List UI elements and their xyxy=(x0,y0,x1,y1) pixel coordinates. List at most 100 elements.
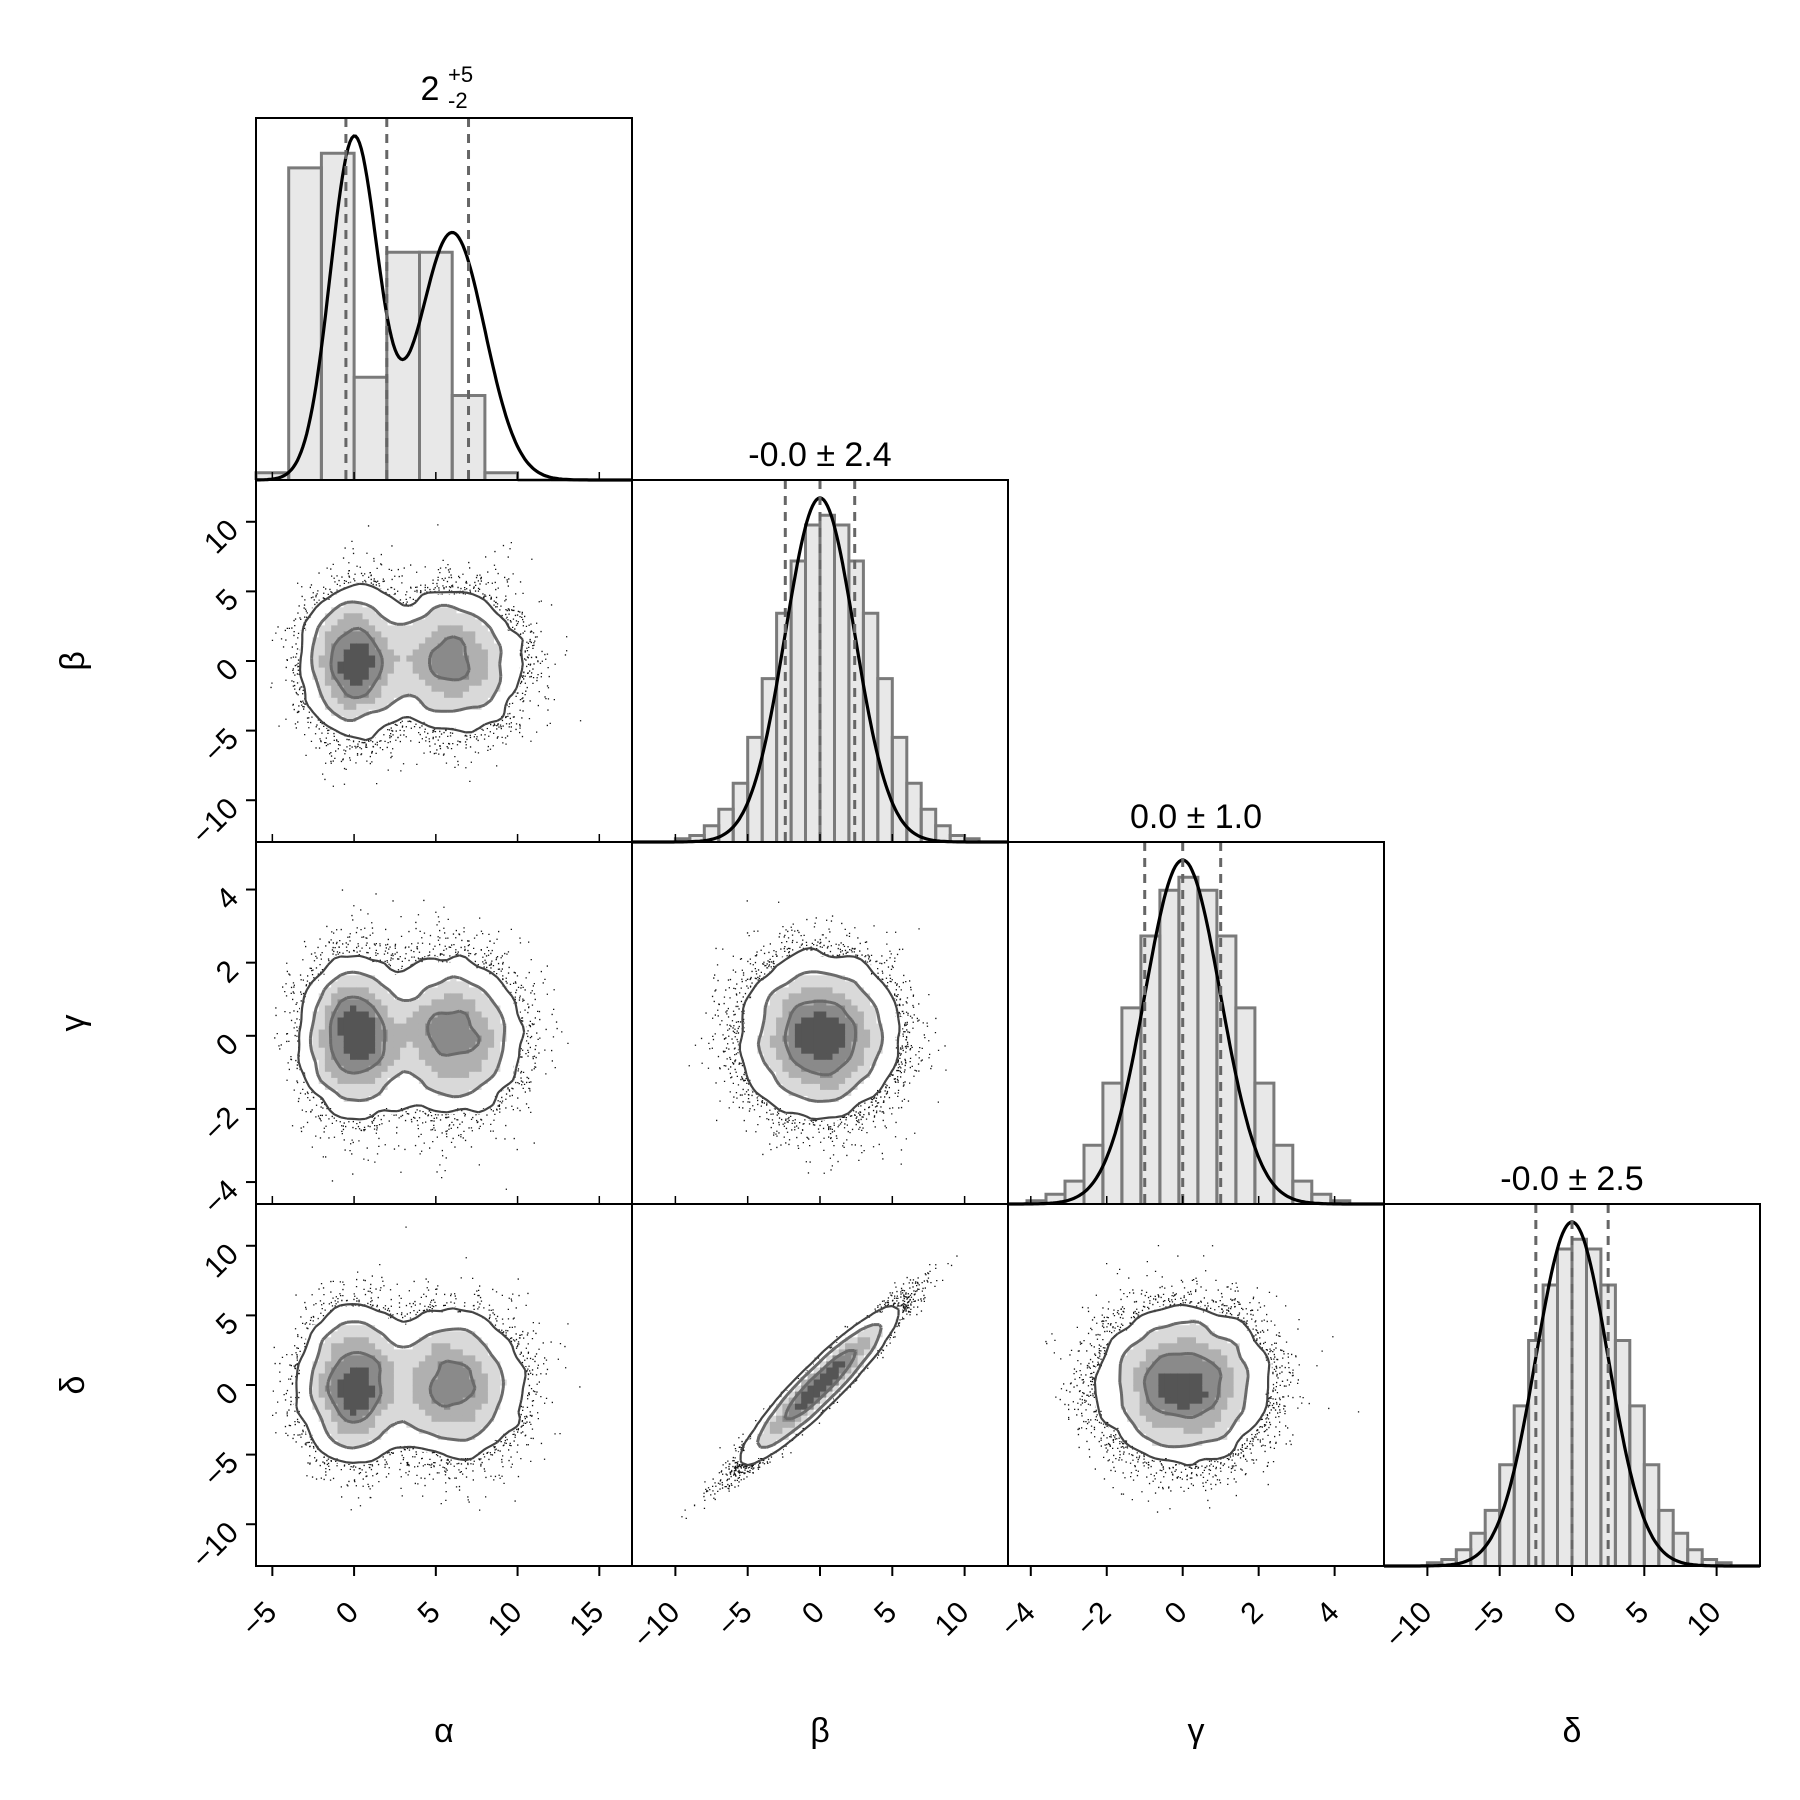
density-bin xyxy=(456,1035,464,1042)
density-bin xyxy=(306,992,313,1000)
density-bin xyxy=(324,655,332,662)
density-bin xyxy=(331,624,339,632)
density-bin xyxy=(343,980,351,988)
density-bin xyxy=(393,1095,401,1102)
density-bin xyxy=(1164,1439,1172,1446)
density-bin xyxy=(393,974,401,982)
density-bin xyxy=(1246,1391,1253,1398)
density-bin xyxy=(412,1083,420,1090)
density-bin xyxy=(444,1071,451,1078)
density-bin xyxy=(400,709,407,716)
density-bin xyxy=(450,648,458,656)
density-bin xyxy=(481,1379,489,1386)
density-bin xyxy=(318,1397,326,1404)
density-bin xyxy=(412,1041,420,1048)
y-tick-label: 5 xyxy=(210,1307,245,1342)
density-bin xyxy=(832,1366,840,1374)
density-bin xyxy=(418,703,426,710)
density-bin xyxy=(356,1427,364,1434)
density-bin xyxy=(863,1059,871,1066)
density-bin xyxy=(1102,1409,1109,1416)
density-bin xyxy=(481,1035,489,1042)
density-bin xyxy=(387,703,395,710)
density-bin xyxy=(1189,1457,1197,1464)
density-bin xyxy=(375,1348,382,1356)
density-bin xyxy=(1145,1379,1153,1386)
density-bin xyxy=(375,697,382,704)
density-bin xyxy=(381,715,389,722)
density-bin xyxy=(1120,1342,1128,1350)
density-bin xyxy=(418,667,426,674)
density-bin xyxy=(469,1035,476,1042)
density-bin xyxy=(444,1372,451,1380)
density-bin xyxy=(312,661,320,668)
density-bin xyxy=(882,1035,890,1042)
density-bin xyxy=(425,1324,433,1332)
density-bin xyxy=(1177,1360,1185,1368)
density-bin xyxy=(375,1324,382,1332)
density-bin xyxy=(299,655,307,662)
contour-line xyxy=(756,1323,883,1449)
density-bin xyxy=(381,1010,389,1018)
density-bin xyxy=(1183,1379,1191,1386)
density-bin xyxy=(337,1029,345,1036)
density-bin xyxy=(500,703,508,710)
density-bin xyxy=(350,1324,357,1332)
density-bin xyxy=(1145,1360,1153,1368)
density-bin xyxy=(1164,1336,1172,1344)
density-bin xyxy=(494,612,501,620)
density-bin xyxy=(845,1379,852,1386)
density-bin xyxy=(1239,1336,1247,1344)
density-bin xyxy=(494,703,501,710)
density-bin xyxy=(788,1107,796,1115)
density-bin xyxy=(1221,1360,1228,1368)
density-bin xyxy=(356,1083,364,1090)
density-bin xyxy=(368,1077,376,1084)
density-bin xyxy=(813,950,821,958)
density-bin xyxy=(519,1379,527,1386)
density-bin xyxy=(807,1071,815,1078)
density-bin xyxy=(782,974,790,982)
density-bin xyxy=(794,956,802,964)
density-bin xyxy=(1158,1312,1166,1320)
density-bin xyxy=(444,618,451,626)
density-bin xyxy=(381,1318,389,1326)
density-bin xyxy=(776,974,783,982)
density-bin xyxy=(444,679,451,686)
density-bin xyxy=(381,1336,389,1344)
density-bin xyxy=(462,956,470,964)
density-bin xyxy=(368,1372,376,1380)
density-bin xyxy=(1139,1360,1147,1368)
density-bin xyxy=(469,648,476,656)
density-bin xyxy=(487,1433,495,1440)
density-bin xyxy=(1258,1379,1266,1386)
density-bin xyxy=(362,1324,370,1332)
density-bin xyxy=(1214,1354,1222,1362)
density-bin xyxy=(437,1318,445,1326)
density-bin xyxy=(400,1433,407,1440)
density-bin xyxy=(820,1029,827,1036)
density-bin xyxy=(387,709,395,716)
density-bin xyxy=(469,1403,476,1410)
density-bin xyxy=(431,1379,439,1386)
density-bin xyxy=(820,1077,827,1084)
density-bin xyxy=(487,992,495,1000)
density-bin xyxy=(356,1379,364,1386)
density-bin xyxy=(362,1336,370,1344)
density-bin xyxy=(444,655,451,662)
density-bin xyxy=(469,1089,476,1096)
density-bin xyxy=(324,1318,332,1326)
density-bin xyxy=(1114,1397,1122,1404)
density-bin xyxy=(431,1312,439,1320)
density-bin xyxy=(318,1385,326,1392)
density-bin xyxy=(469,1010,476,1018)
density-bin xyxy=(1152,1451,1159,1458)
density-bin xyxy=(487,1041,495,1048)
density-bin xyxy=(299,1047,307,1054)
density-bin xyxy=(350,1017,357,1024)
density-bin xyxy=(494,1421,501,1428)
density-bin xyxy=(1177,1445,1185,1452)
density-bin xyxy=(318,673,326,680)
density-bin xyxy=(1170,1409,1178,1416)
density-bin xyxy=(882,1324,890,1332)
